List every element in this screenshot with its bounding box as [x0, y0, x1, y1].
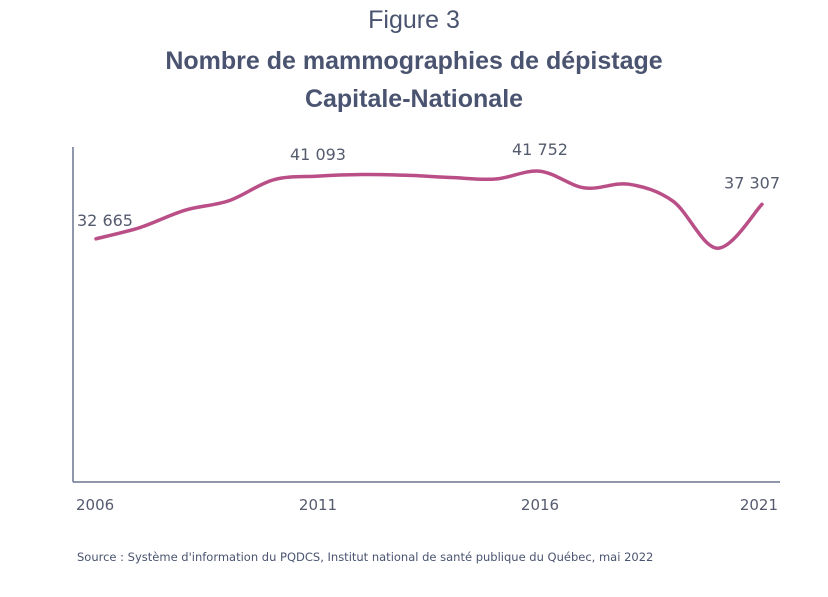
chart-title: Nombre de mammographies de dépistage — [165, 47, 663, 75]
series-line — [94, 169, 764, 250]
data-label: 37 307 — [724, 173, 780, 192]
x-tick-label: 2021 — [740, 496, 778, 514]
x-tick-label: 2016 — [521, 496, 559, 514]
x-tick-label: 2011 — [299, 496, 337, 514]
x-tick-labels: 2006 2011 2016 2021 — [76, 496, 778, 514]
source-note: Source : Système d'information du PQDCS,… — [77, 550, 654, 564]
x-tick-label: 2006 — [76, 496, 114, 514]
chart-subtitle: Capitale-Nationale — [304, 85, 524, 113]
data-label: 41 752 — [512, 140, 568, 159]
data-labels: 32 665 41 093 41 752 37 307 — [77, 140, 780, 230]
figure-label: Figure 3 — [368, 6, 460, 34]
data-label: 32 665 — [77, 211, 133, 230]
data-label: 41 093 — [290, 145, 346, 164]
line-chart: 2006 2011 2016 2021 32 665 41 093 41 752 37 30… — [72, 140, 780, 514]
